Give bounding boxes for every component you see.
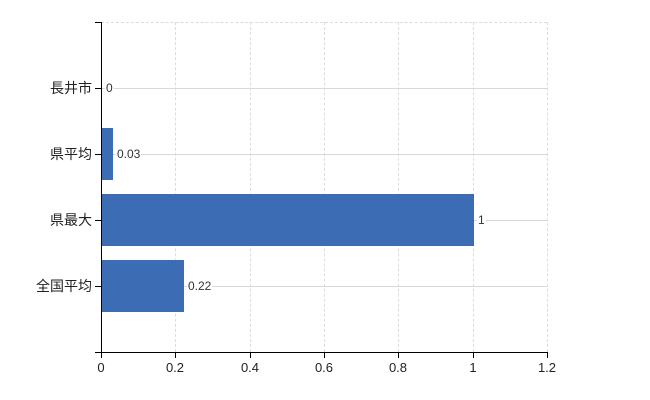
x-axis-tick	[250, 353, 251, 358]
bar-value-label: 1	[477, 212, 486, 228]
x-tick-label: 1	[469, 360, 477, 375]
gridline-vertical	[250, 22, 251, 352]
x-axis-tick	[101, 353, 102, 358]
y-axis-line	[101, 22, 102, 353]
category-label: 全国平均	[36, 278, 92, 294]
gridline-horizontal	[102, 286, 547, 287]
x-tick-label: 0.4	[240, 360, 260, 375]
bar-value-label: 0.03	[116, 146, 142, 162]
x-tick-label: 0.6	[314, 360, 334, 375]
category-label: 長井市	[50, 80, 92, 96]
bar	[102, 128, 113, 180]
y-axis-tick	[95, 88, 101, 89]
gridline-vertical	[473, 22, 474, 352]
y-axis-tick	[95, 154, 101, 155]
bar-value-label: 0	[105, 80, 114, 96]
x-tick-label: 0.8	[388, 360, 408, 375]
x-axis-tick	[473, 353, 474, 358]
bar	[102, 194, 474, 246]
x-axis-tick	[324, 353, 325, 358]
y-axis-tick	[95, 286, 101, 287]
y-axis-tick	[95, 220, 101, 221]
x-axis-tick	[398, 353, 399, 358]
gridline-horizontal	[102, 88, 547, 89]
gridline-vertical	[175, 22, 176, 352]
gridline-horizontal	[102, 154, 547, 155]
gridline-vertical	[324, 22, 325, 352]
x-tick-label: 1.2	[537, 360, 557, 375]
x-axis-tick	[175, 353, 176, 358]
bar-value-label: 0.22	[187, 278, 213, 294]
y-axis-top-tick	[95, 22, 101, 23]
bar	[102, 260, 184, 312]
category-label: 県平均	[50, 146, 92, 162]
x-tick-label: 0	[97, 360, 105, 375]
x-axis-line	[95, 352, 548, 353]
gridline-vertical	[398, 22, 399, 352]
x-axis-tick	[547, 353, 548, 358]
x-tick-label: 0.2	[165, 360, 185, 375]
category-label: 県最大	[50, 212, 92, 228]
gridline-vertical	[547, 22, 548, 352]
